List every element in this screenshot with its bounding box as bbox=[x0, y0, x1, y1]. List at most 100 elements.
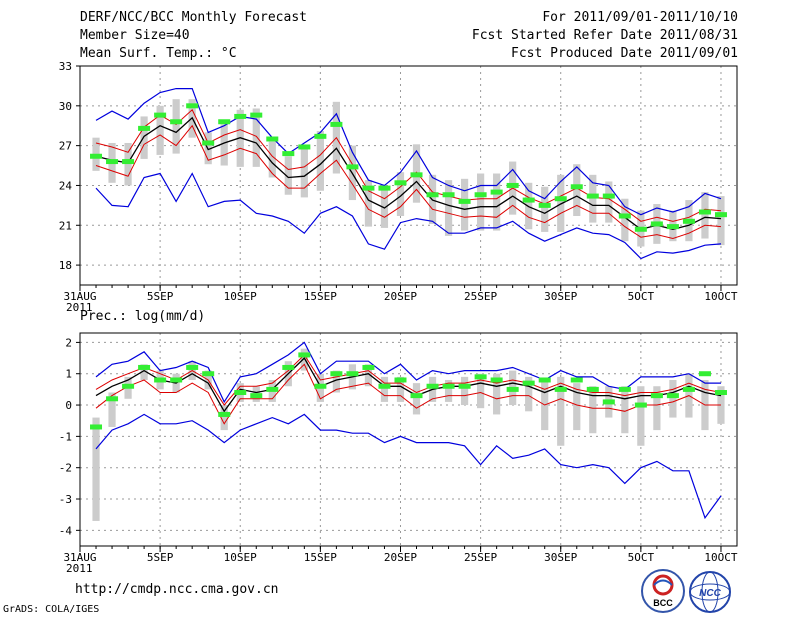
spread-bar bbox=[621, 198, 629, 242]
observed-marker bbox=[282, 151, 295, 157]
x-tick-label: 15SEP bbox=[304, 551, 337, 564]
y-tick-label: 21 bbox=[59, 219, 72, 232]
lower-inner-line bbox=[95, 363, 721, 425]
y-tick-label: -2 bbox=[59, 462, 72, 475]
spread-bar bbox=[252, 108, 260, 167]
observed-marker bbox=[682, 218, 695, 224]
x-tick-label: 30SEP bbox=[544, 290, 577, 303]
x-tick-label: 15SEP bbox=[304, 290, 337, 303]
ncc-logo-text: NCC bbox=[699, 588, 721, 599]
precip-panel-title: Prec.: log(mm/d) bbox=[80, 309, 205, 324]
y-tick-label: 1 bbox=[65, 368, 72, 381]
observed-marker bbox=[506, 386, 519, 392]
observed-marker bbox=[634, 226, 647, 232]
upper-inner-line bbox=[95, 354, 722, 406]
observed-marker bbox=[490, 377, 503, 383]
plot-frame bbox=[79, 65, 738, 286]
x-tick-label: 5OCT bbox=[628, 551, 655, 564]
observed-marker bbox=[122, 383, 135, 389]
observed-marker bbox=[378, 383, 391, 389]
observed-marker bbox=[410, 172, 423, 178]
x-tick-label: 30SEP bbox=[544, 551, 577, 564]
lower-inner-line bbox=[95, 124, 722, 240]
observed-marker bbox=[602, 193, 615, 199]
spread-bar bbox=[589, 174, 597, 223]
observed-marker bbox=[490, 189, 503, 195]
observed-marker bbox=[394, 180, 407, 186]
spread-bar bbox=[284, 156, 292, 195]
observed-marker bbox=[250, 112, 263, 118]
spread-bar bbox=[717, 196, 725, 246]
forecast-period: For 2011/09/01-2011/10/10 bbox=[542, 10, 738, 25]
forecast-produced-date: Fcst Produced Date 2011/09/01 bbox=[511, 46, 738, 61]
spread-bar bbox=[124, 142, 132, 186]
spread-bar bbox=[156, 105, 164, 155]
spread-bar bbox=[220, 124, 228, 166]
x-tick-label: 5SEP bbox=[147, 290, 174, 303]
observed-marker bbox=[634, 402, 647, 408]
observed-marker bbox=[330, 121, 343, 127]
spread-bar bbox=[92, 417, 100, 521]
y-tick-label: 2 bbox=[65, 336, 72, 349]
spread-bar bbox=[557, 376, 565, 446]
observed-marker bbox=[458, 383, 471, 389]
observed-marker bbox=[202, 140, 215, 146]
observed-marker bbox=[170, 377, 183, 383]
observed-marker bbox=[586, 386, 599, 392]
spread-bar bbox=[108, 392, 116, 427]
y-tick-label: -3 bbox=[59, 493, 72, 506]
spread-bar bbox=[316, 131, 324, 191]
x-tick-label: 25SEP bbox=[464, 290, 497, 303]
spread-bar bbox=[396, 376, 405, 402]
observed-marker bbox=[138, 125, 151, 131]
observed-marker bbox=[250, 393, 263, 399]
chart-title: DERF/NCC/BCC Monthly Forecast bbox=[80, 10, 307, 25]
observed-marker bbox=[170, 119, 183, 125]
observed-marker bbox=[458, 198, 471, 204]
spread-bar bbox=[701, 192, 709, 239]
observed-marker bbox=[426, 383, 439, 389]
observed-marker bbox=[410, 393, 423, 399]
spread-bar bbox=[460, 178, 469, 231]
y-tick-label: 30 bbox=[59, 100, 72, 113]
spread-bar bbox=[637, 386, 645, 446]
forecast-started-date: Fcst Started Refer Date 2011/08/31 bbox=[471, 28, 738, 43]
upper-outer-line bbox=[95, 341, 721, 404]
observed-marker bbox=[538, 202, 551, 208]
observed-marker bbox=[698, 209, 711, 215]
spread-bar bbox=[364, 180, 373, 227]
observed-marker bbox=[474, 374, 487, 380]
spread-bar bbox=[444, 180, 453, 236]
spread-bar bbox=[605, 181, 613, 223]
observed-marker bbox=[186, 364, 199, 370]
observed-marker bbox=[154, 377, 167, 383]
observed-marker bbox=[442, 192, 455, 198]
spread-bar bbox=[172, 99, 180, 154]
observed-marker bbox=[426, 192, 439, 198]
observed-marker bbox=[394, 377, 407, 383]
spread-bar bbox=[525, 376, 533, 412]
y-tick-label: -4 bbox=[59, 524, 73, 537]
observed-marker bbox=[714, 212, 727, 218]
ensemble-mean-line bbox=[95, 357, 722, 413]
observed-marker bbox=[362, 185, 375, 191]
observed-marker bbox=[154, 112, 167, 118]
observed-marker bbox=[346, 164, 359, 170]
y-tick-label: 33 bbox=[59, 60, 72, 73]
observed-marker bbox=[650, 393, 663, 399]
observed-marker bbox=[570, 184, 583, 190]
spread-bar bbox=[268, 141, 276, 178]
spread-bar bbox=[477, 373, 485, 409]
observed-marker bbox=[474, 192, 487, 198]
source-url[interactable]: http://cmdp.ncc.cma.gov.cn bbox=[75, 582, 279, 597]
upper-inner-line bbox=[95, 108, 722, 222]
x-tick-label: 5SEP bbox=[147, 551, 174, 564]
x-tick-label: 20SEP bbox=[384, 290, 417, 303]
spread-bar bbox=[140, 116, 148, 159]
spread-bar bbox=[460, 376, 469, 406]
plot-frame bbox=[79, 332, 738, 547]
spread-bar bbox=[332, 370, 340, 393]
spread-bar bbox=[653, 386, 661, 431]
